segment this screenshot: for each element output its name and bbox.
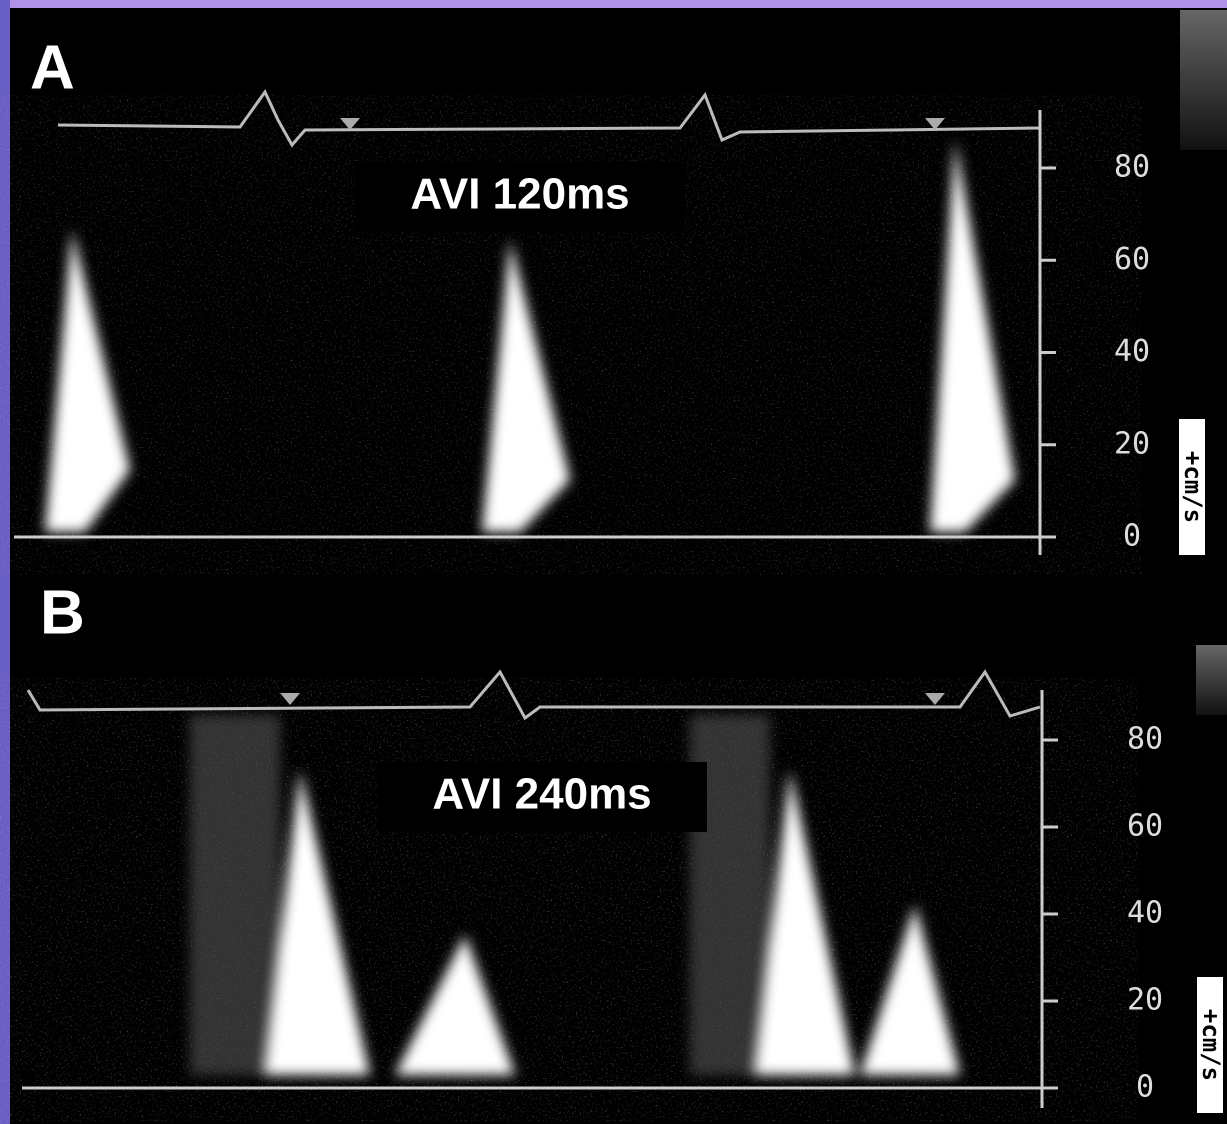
axes (14, 110, 1057, 1108)
tick-label: 60 (1114, 242, 1150, 277)
marker (280, 693, 300, 705)
tick-label: 40 (1127, 896, 1163, 931)
marker (340, 118, 360, 130)
annotation-bg (355, 162, 685, 232)
ecg (26, 89, 1041, 721)
marker (925, 693, 945, 705)
frame-top (0, 0, 1227, 8)
tick-label: 0 (1136, 1070, 1154, 1105)
tick-label: 60 (1127, 809, 1163, 844)
annotation-bg (377, 762, 707, 832)
tick-label: 20 (1114, 426, 1150, 461)
marker (925, 118, 945, 130)
annotation: AVI 240ms (432, 770, 651, 819)
panel-label: A (30, 33, 75, 102)
tick-label: 20 (1127, 983, 1163, 1018)
gray-scale-a (1180, 10, 1227, 150)
gray-scale-b (1196, 645, 1227, 715)
tick-label: 80 (1114, 150, 1150, 185)
panel-label: B (40, 578, 85, 647)
unit-bg (1179, 419, 1205, 555)
flow-a (45, 140, 1015, 532)
flow-b (190, 715, 960, 1075)
tick-label: 80 (1127, 722, 1163, 757)
unit-label: +cm/s (1179, 451, 1207, 523)
tick-label: 0 (1123, 519, 1141, 554)
tick-label: 40 (1114, 334, 1150, 369)
annotation: AVI 120ms (410, 170, 629, 219)
frame-left (0, 0, 10, 1124)
unit-bg (1197, 977, 1223, 1113)
unit-label: +cm/s (1197, 1009, 1225, 1081)
